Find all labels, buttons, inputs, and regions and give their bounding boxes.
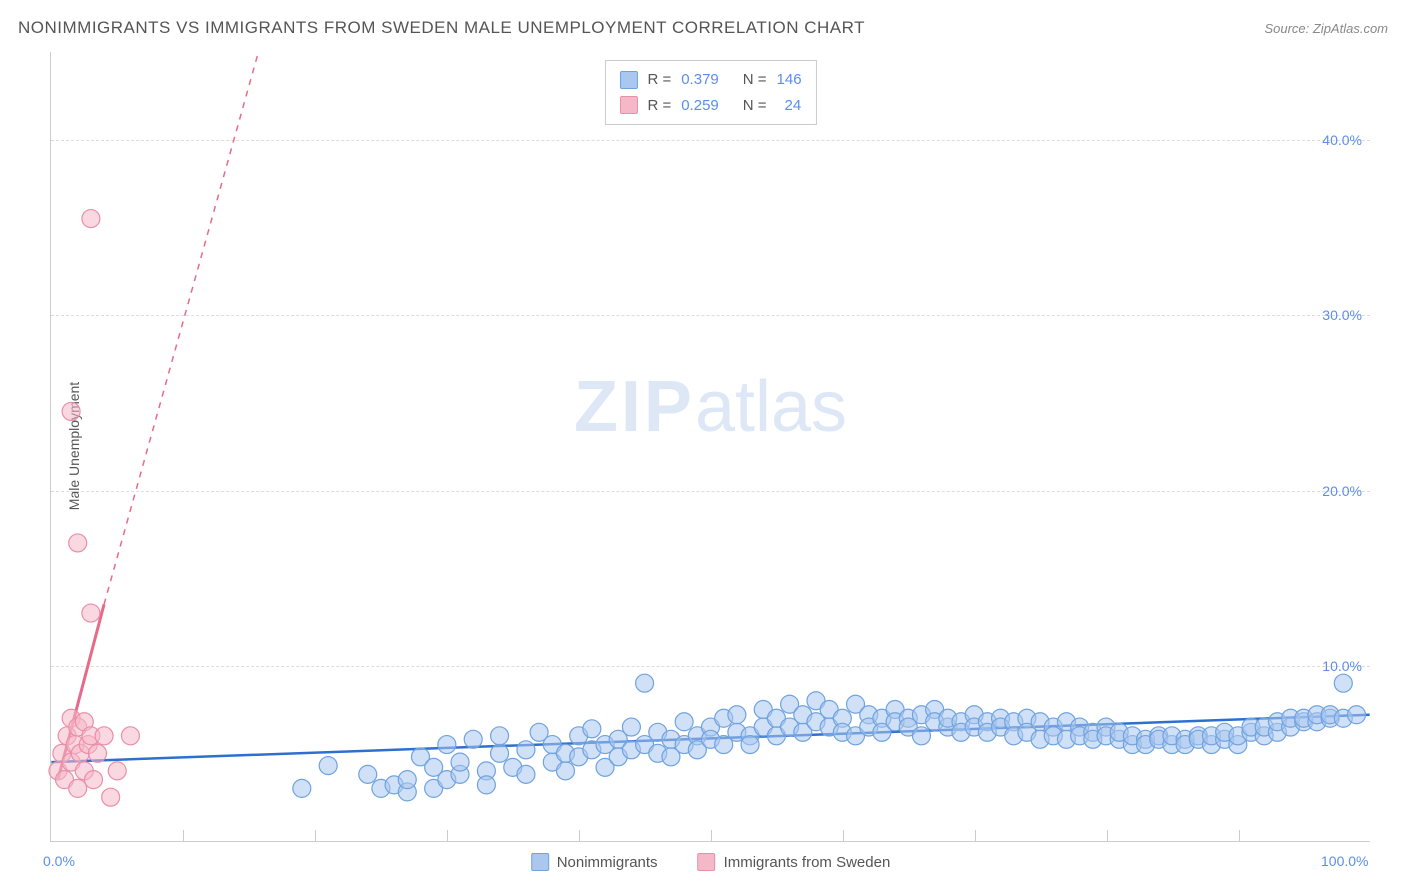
series-legend: Nonimmigrants Immigrants from Sweden [531, 853, 891, 871]
y-tick-label: 20.0% [1322, 483, 1362, 499]
legend-item-nonimmigrants: Nonimmigrants [531, 853, 658, 871]
legend-swatch-pink [619, 96, 637, 114]
r-label: R = [647, 93, 671, 119]
legend-row-nonimmigrants: R = 0.379 N = 146 [619, 67, 801, 93]
y-tick-label: 30.0% [1322, 307, 1362, 323]
legend-row-immigrants: R = 0.259 N = 24 [619, 93, 801, 119]
legend-swatch-blue [619, 71, 637, 89]
y-tick-label: 10.0% [1322, 658, 1362, 674]
correlation-legend: R = 0.379 N = 146 R = 0.259 N = 24 [604, 60, 816, 125]
title-bar: NONIMMIGRANTS VS IMMIGRANTS FROM SWEDEN … [18, 18, 1388, 38]
legend-label-immigrants: Immigrants from Sweden [724, 854, 891, 871]
legend-item-immigrants: Immigrants from Sweden [698, 853, 891, 871]
source-attribution: Source: ZipAtlas.com [1264, 21, 1388, 36]
n-label: N = [743, 93, 767, 119]
y-tick-label: 40.0% [1322, 132, 1362, 148]
x-tick-label: 100.0% [1321, 853, 1368, 869]
chart-title: NONIMMIGRANTS VS IMMIGRANTS FROM SWEDEN … [18, 18, 865, 38]
r-value-nonimmigrants: 0.379 [681, 67, 719, 93]
n-label: N = [743, 67, 767, 93]
r-value-immigrants: 0.259 [681, 93, 719, 119]
legend-swatch-pink [698, 853, 716, 871]
scatter-svg [51, 52, 1370, 841]
n-value-nonimmigrants: 146 [777, 67, 802, 93]
x-tick-label: 0.0% [43, 853, 75, 869]
legend-swatch-blue [531, 853, 549, 871]
legend-label-nonimmigrants: Nonimmigrants [557, 854, 658, 871]
plot-area: ZIPatlas R = 0.379 N = 146 R = 0.259 N =… [50, 52, 1370, 842]
r-label: R = [647, 67, 671, 93]
n-value-immigrants: 24 [777, 93, 802, 119]
